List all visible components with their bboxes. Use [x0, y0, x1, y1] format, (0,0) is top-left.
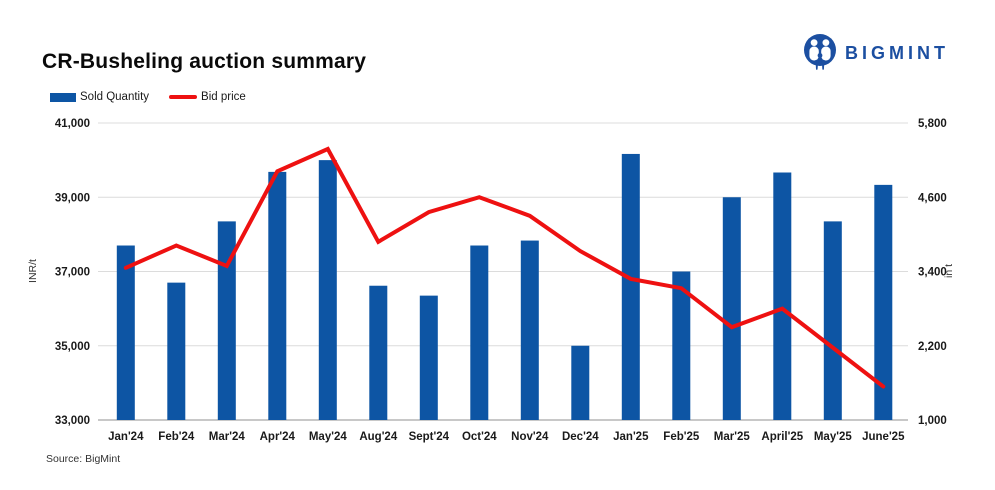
y-axis-right-tick: 5,800 — [918, 118, 947, 130]
x-axis-tick: Aug'24 — [359, 431, 397, 443]
y-axis-right-unit-label: in t — [943, 264, 955, 278]
sold-quantity-bar — [369, 285, 388, 420]
legend-line-swatch-icon — [169, 95, 198, 99]
source-note: Source: BigMint — [46, 453, 121, 465]
sold-quantity-bar — [672, 271, 691, 420]
y-axis-right-tick: 3,400 — [918, 267, 947, 279]
y-axis-left-unit-label: INR/t — [27, 259, 39, 283]
bigmint-logo-text: BIGMINT — [845, 42, 949, 63]
chart-legend: Sold Quantity Bid price — [50, 91, 246, 103]
sold-quantity-bar — [167, 282, 186, 420]
sold-quantity-bar — [773, 172, 792, 420]
x-axis-tick: Nov'24 — [511, 431, 549, 443]
x-axis-tick: June'25 — [862, 431, 905, 443]
x-axis-tick: Oct'24 — [462, 431, 497, 443]
legend-label-sold-quantity: Sold Quantity — [80, 91, 150, 103]
sold-quantity-bar — [621, 153, 640, 420]
sold-quantity-bar — [823, 221, 842, 420]
x-axis-tick: May'24 — [309, 431, 348, 443]
x-axis-tick: May'25 — [814, 431, 853, 443]
y-axis-right-tick: 1,000 — [918, 415, 947, 427]
chart-title: CR-Busheling auction summary — [42, 50, 367, 73]
sold-quantity-bar — [217, 221, 236, 420]
x-axis-tick: Sept'24 — [409, 431, 450, 443]
x-axis-tick: April'25 — [761, 431, 803, 443]
x-axis-tick: Apr'24 — [260, 431, 296, 443]
sold-quantity-bar — [571, 345, 590, 420]
y-axis-left-tick: 41,000 — [55, 118, 90, 130]
sold-quantity-bar — [470, 245, 489, 420]
y-axis-right-tick: 2,200 — [918, 341, 947, 353]
bigmint-logo: BIGMINT — [803, 33, 949, 73]
y-axis-left-tick: 39,000 — [55, 192, 90, 204]
x-axis-tick: Jan'24 — [108, 431, 144, 443]
sold-quantity-bar — [318, 160, 337, 420]
sold-quantity-bar — [520, 240, 539, 420]
legend-item-bid-price: Bid price — [169, 91, 246, 103]
y-axis-left-tick: 35,000 — [55, 341, 90, 353]
x-axis-tick: Dec'24 — [562, 431, 599, 443]
x-axis-tick: Mar'25 — [714, 431, 751, 443]
sold-quantity-bar — [268, 171, 287, 420]
y-axis-left-tick: 33,000 — [55, 415, 90, 427]
x-axis-tick: Mar'24 — [209, 431, 246, 443]
bid-price-line — [123, 146, 886, 389]
chart-canvas: 41,000 5,800 39,000 4,600 37,000 3,400 35,000 2… — [27, 118, 955, 443]
x-axis-tick: Jan'25 — [613, 431, 649, 443]
y-axis-left-tick: 37,000 — [55, 267, 90, 279]
legend-label-bid-price: Bid price — [201, 91, 246, 103]
x-axis-tick: Feb'24 — [158, 431, 195, 443]
legend-bar-swatch-icon — [50, 92, 76, 102]
sold-quantity-bar — [116, 245, 135, 420]
bigmint-logo-icon — [804, 34, 836, 70]
x-axis-tick: Feb'25 — [663, 431, 700, 443]
sold-quantity-bar — [419, 295, 438, 420]
sold-quantity-bar — [722, 197, 741, 420]
y-axis-right-tick: 4,600 — [918, 192, 947, 204]
legend-item-sold-quantity: Sold Quantity — [50, 91, 149, 103]
sold-quantity-bar — [874, 184, 893, 420]
